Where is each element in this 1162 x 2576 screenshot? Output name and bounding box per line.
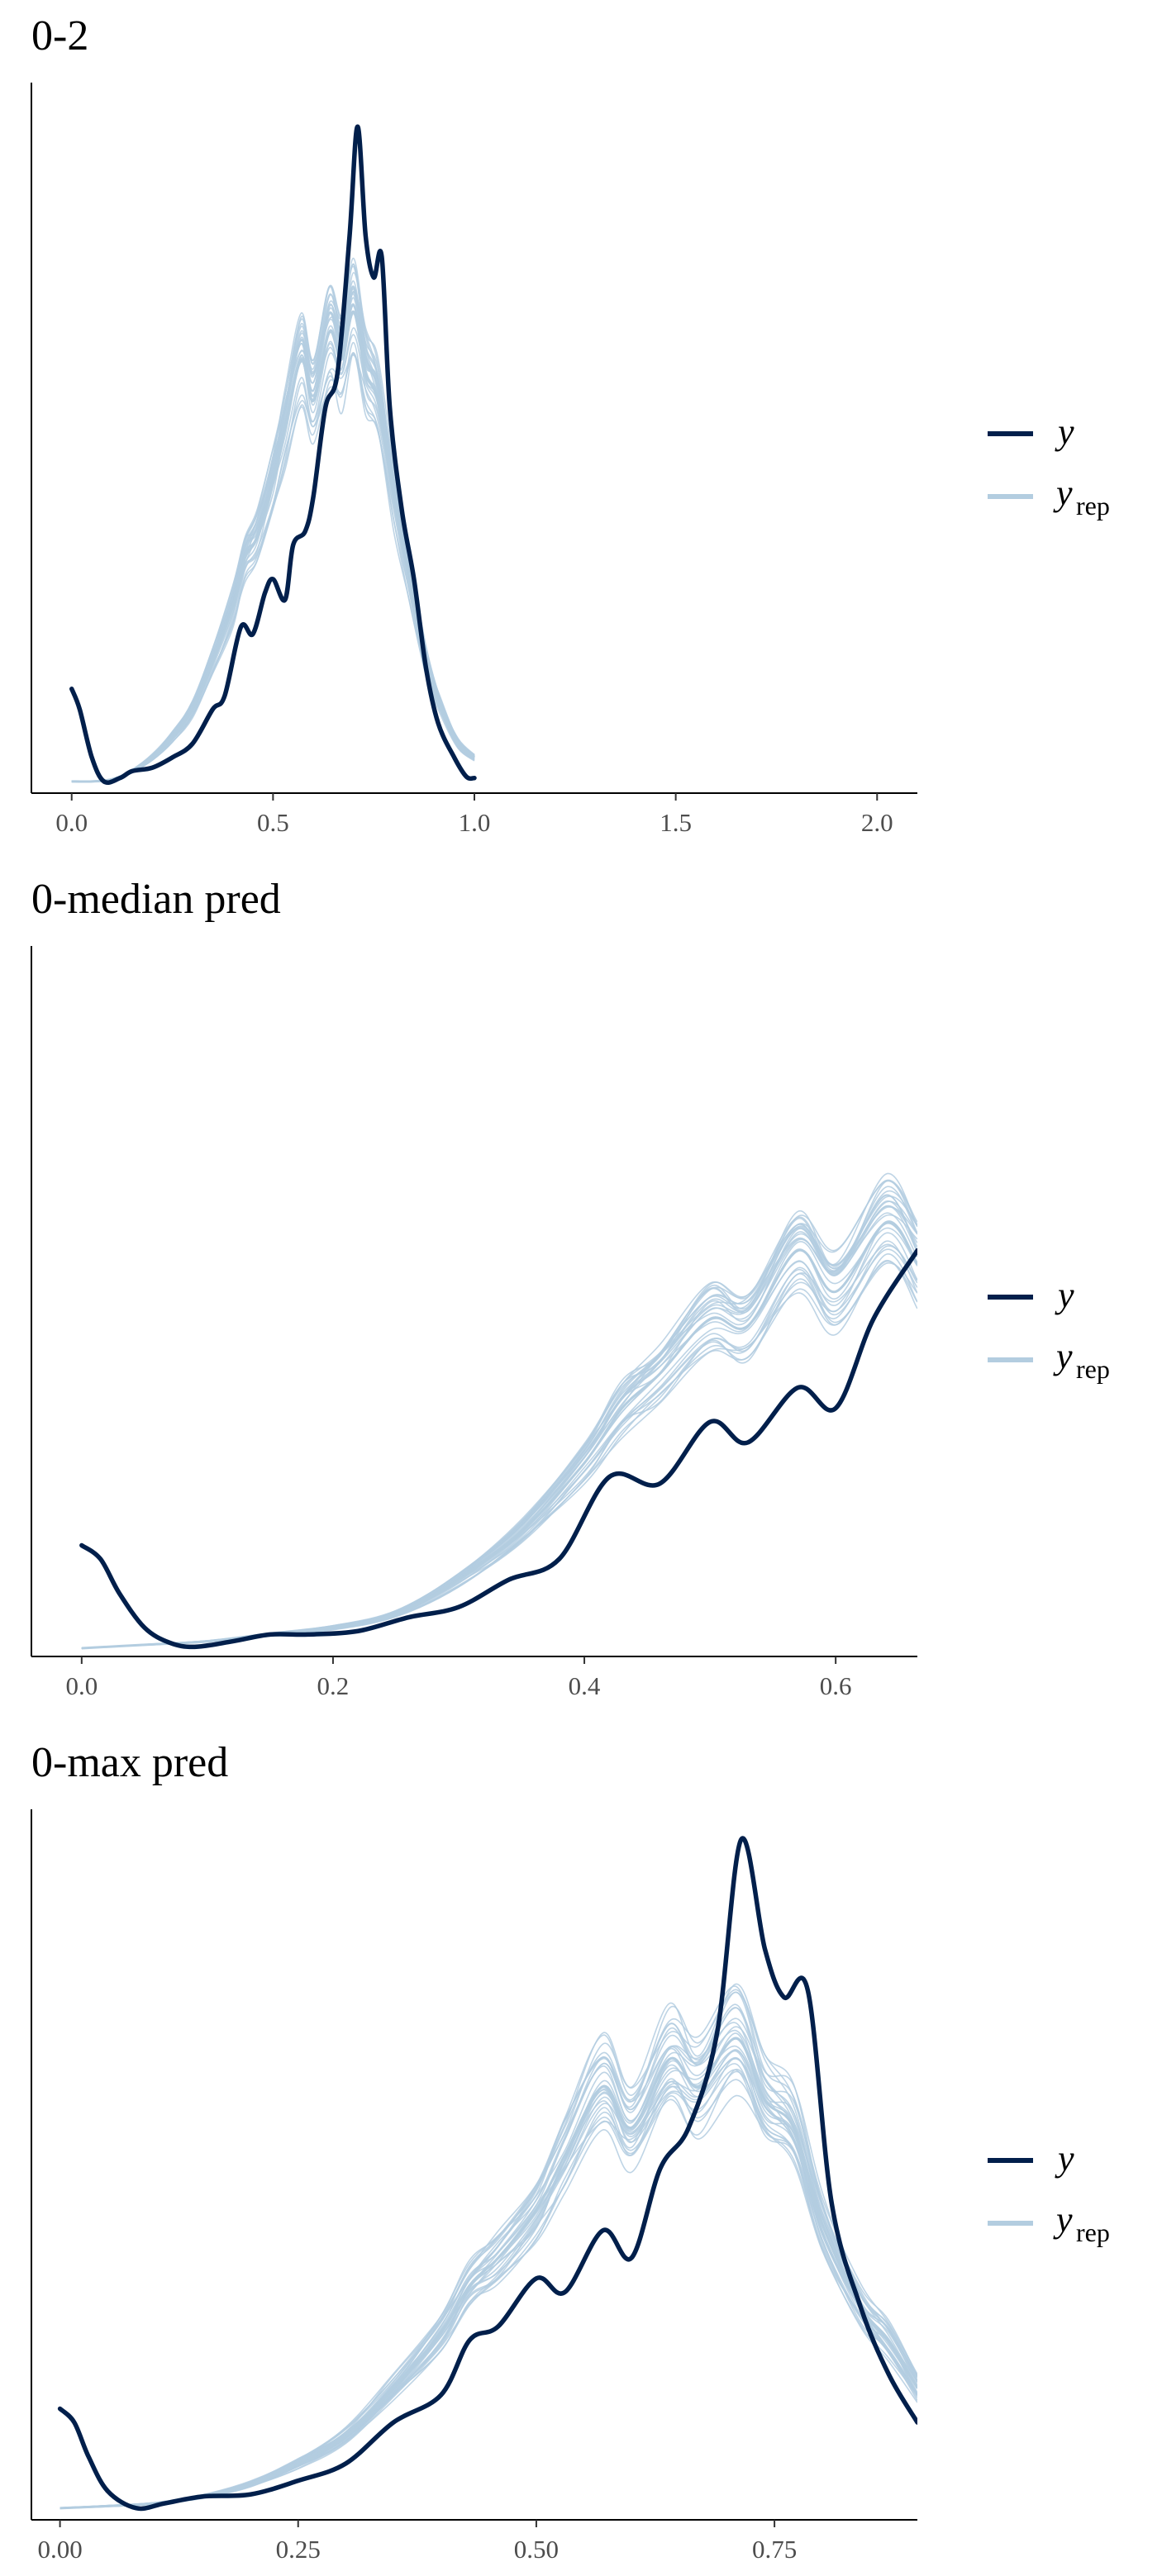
chart-title: 0-median pred xyxy=(31,876,281,923)
yrep-draw-line xyxy=(71,263,475,782)
x-tick-label: 0.5 xyxy=(257,808,289,837)
legend-yrep-label: y xyxy=(1053,1336,1073,1376)
yrep-draw-line xyxy=(81,1180,917,1649)
yrep-draw-line xyxy=(71,304,475,782)
legend-yrep-subscript: rep xyxy=(1076,491,1110,520)
yrep-draw-line xyxy=(71,285,475,782)
x-tick-label: 0.25 xyxy=(276,2535,321,2564)
yrep-draw-line xyxy=(71,312,475,782)
yrep-draw-line xyxy=(71,311,475,782)
legend-yrep-subscript: rep xyxy=(1076,2217,1110,2247)
legend-y-label: y xyxy=(1055,411,1074,452)
yrep-draw-line xyxy=(81,1194,917,1649)
yrep-line xyxy=(60,2037,917,2510)
yrep-draw-line xyxy=(71,264,475,782)
yrep-draw-line xyxy=(71,280,475,782)
y-observed-line xyxy=(69,124,477,785)
yrep-draw-line xyxy=(71,291,475,782)
legend: yy rep xyxy=(988,411,1110,520)
yrep-draw-line xyxy=(60,2068,917,2510)
yrep-draw-line xyxy=(71,257,475,782)
legend-y-label: y xyxy=(1055,2138,1074,2179)
x-tick-label: 0.50 xyxy=(514,2535,559,2564)
yrep-draw-line xyxy=(60,1985,917,2509)
y-observed-line xyxy=(79,1248,917,1650)
legend-yrep-subscript: rep xyxy=(1076,1354,1110,1384)
legend: yy rep xyxy=(988,2138,1110,2247)
yrep-draw-line xyxy=(71,305,475,782)
x-tick-label: 1.5 xyxy=(660,808,692,837)
yrep-draw-line xyxy=(60,1991,917,2509)
yrep-draw-line xyxy=(71,286,475,782)
yrep-draw-line xyxy=(71,290,475,782)
yrep-draw-line xyxy=(60,2069,917,2509)
y-observed-line xyxy=(57,1836,917,2512)
yrep-draw-line xyxy=(81,1259,917,1649)
yrep-draw-line xyxy=(81,1243,917,1649)
series-group xyxy=(69,124,477,785)
yrep-draw-line xyxy=(71,303,475,782)
yrep-draw-line xyxy=(81,1190,917,1649)
legend-yrep-label: y xyxy=(1053,473,1073,513)
yrep-draw-line xyxy=(71,272,475,782)
chart-title: 0-max pred xyxy=(31,1739,228,1786)
x-tick-label: 0.6 xyxy=(820,1671,852,1700)
yrep-draw-line xyxy=(81,1180,917,1649)
yrep-draw-line xyxy=(81,1248,917,1649)
chart-title: 0-2 xyxy=(31,12,88,59)
x-tick-label: 0.0 xyxy=(65,1671,98,1700)
yrep-draw-line xyxy=(81,1245,917,1649)
x-tick-label: 0.75 xyxy=(752,2535,797,2564)
yrep-draw-line xyxy=(71,327,475,782)
yrep-draw-line xyxy=(60,2094,917,2510)
yrep-draw-line xyxy=(81,1200,917,1649)
yrep-draw-line xyxy=(71,288,475,782)
yrep-draw-line xyxy=(71,334,475,783)
yrep-draw-line xyxy=(71,265,475,782)
legend-y-label: y xyxy=(1055,1275,1074,1315)
yrep-draw-line xyxy=(81,1261,917,1649)
yrep-draw-line xyxy=(71,303,475,782)
x-tick-label: 1.0 xyxy=(459,808,491,837)
chart-panel-1: 0-20.0 0.5 1.0 1.5 2.0yy rep xyxy=(31,12,1110,837)
yrep-draw-line xyxy=(81,1180,917,1649)
x-tick-label: 0.00 xyxy=(37,2535,82,2564)
legend-yrep-label: y xyxy=(1053,2199,1073,2240)
x-tick-label: 0.0 xyxy=(55,808,88,837)
yrep-draw-line xyxy=(81,1195,917,1649)
yrep-line xyxy=(71,310,475,783)
legend: yy rep xyxy=(988,1275,1110,1384)
yrep-draw-line xyxy=(71,293,475,782)
yrep-draw-line xyxy=(81,1200,917,1649)
x-tick-label: 2.0 xyxy=(861,808,893,837)
series-group xyxy=(57,1836,917,2512)
x-tick-label: 0.4 xyxy=(569,1671,601,1700)
series-group xyxy=(79,1172,917,1650)
yrep-draw-line xyxy=(71,292,475,782)
yrep-draw-line xyxy=(81,1253,917,1649)
yrep-draw-line xyxy=(71,354,475,783)
yrep-draw-line xyxy=(60,1991,917,2509)
yrep-draw-line xyxy=(81,1262,917,1649)
x-tick-label: 0.2 xyxy=(317,1671,350,1700)
yrep-draw-line xyxy=(71,297,475,782)
yrep-draw-line xyxy=(71,341,475,783)
yrep-draw-line xyxy=(71,287,475,782)
